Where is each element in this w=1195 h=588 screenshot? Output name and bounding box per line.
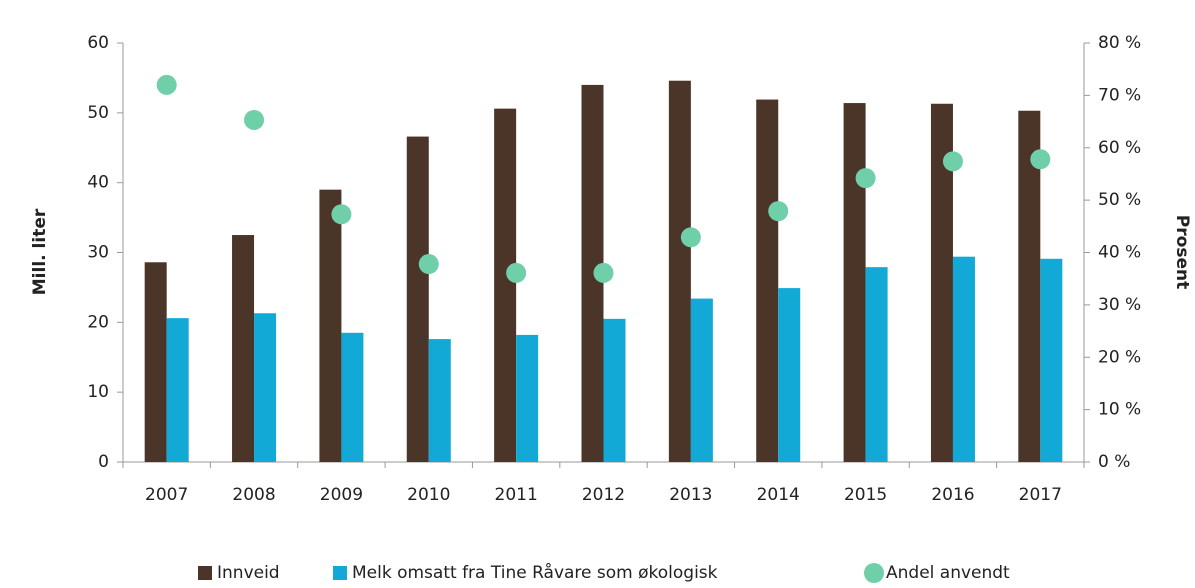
dot bbox=[244, 109, 265, 130]
bar bbox=[1018, 110, 1041, 462]
dot bbox=[1030, 149, 1051, 170]
y-tick-label: 10 bbox=[87, 382, 109, 402]
bar bbox=[406, 136, 429, 462]
y2-tick-label: 80 % bbox=[1098, 33, 1141, 53]
dot bbox=[942, 151, 963, 172]
x-tick-label: 2015 bbox=[844, 485, 887, 505]
legend-label: Andel anvendt bbox=[886, 563, 1010, 583]
x-tick-label: 2014 bbox=[757, 485, 800, 505]
legend-label: Melk omsatt fra Tine Råvare som økologis… bbox=[352, 562, 718, 583]
y2-tick-label: 60 % bbox=[1098, 138, 1141, 158]
bar bbox=[516, 334, 539, 462]
legend-swatch bbox=[333, 566, 347, 580]
dot bbox=[593, 262, 614, 283]
bar bbox=[668, 80, 691, 463]
bar bbox=[144, 262, 167, 462]
y-tick-label: 60 bbox=[87, 33, 109, 53]
y-tick-label: 30 bbox=[87, 243, 109, 263]
x-tick-label: 2010 bbox=[407, 485, 450, 505]
x-tick-label: 2011 bbox=[495, 485, 538, 505]
dot bbox=[680, 227, 701, 248]
x-tick-label: 2016 bbox=[931, 485, 974, 505]
x-tick-label: 2012 bbox=[582, 485, 625, 505]
y2-tick-label: 0 % bbox=[1098, 452, 1130, 472]
bar bbox=[319, 189, 342, 462]
bar bbox=[843, 103, 866, 462]
dot bbox=[768, 201, 789, 222]
y2-tick-label: 30 % bbox=[1098, 295, 1141, 315]
legend-swatch bbox=[864, 563, 884, 583]
y-tick-label: 50 bbox=[87, 103, 109, 123]
bar bbox=[254, 313, 277, 462]
bar bbox=[690, 298, 713, 462]
y-tick-label: 20 bbox=[87, 312, 109, 332]
y-tick-label: 0 bbox=[98, 452, 109, 472]
y2-tick-label: 10 % bbox=[1098, 400, 1141, 420]
x-tick-label: 2008 bbox=[232, 485, 275, 505]
bar bbox=[756, 99, 779, 462]
x-tick-label: 2009 bbox=[320, 485, 363, 505]
bar bbox=[232, 235, 255, 462]
dot bbox=[855, 168, 876, 189]
bar bbox=[494, 108, 517, 462]
bar bbox=[930, 103, 953, 462]
legend-swatch bbox=[198, 566, 212, 580]
dot bbox=[156, 74, 177, 95]
y-tick-label: 40 bbox=[87, 173, 109, 193]
dot bbox=[418, 254, 439, 275]
y2-tick-label: 50 % bbox=[1098, 190, 1141, 210]
bar bbox=[865, 267, 888, 462]
bar bbox=[603, 318, 626, 462]
y2-tick-label: 70 % bbox=[1098, 85, 1141, 105]
y-axis-title: Mill. liter bbox=[30, 208, 50, 295]
bar bbox=[341, 332, 364, 462]
y2-axis-title: Prosent bbox=[1172, 215, 1192, 289]
bar bbox=[1040, 258, 1063, 462]
y2-tick-label: 20 % bbox=[1098, 347, 1141, 367]
y2-tick-label: 40 % bbox=[1098, 243, 1141, 263]
dot bbox=[331, 204, 352, 225]
dot bbox=[506, 262, 527, 283]
bar bbox=[581, 84, 604, 463]
legend-label: Innveid bbox=[217, 563, 280, 583]
x-tick-label: 2017 bbox=[1019, 485, 1062, 505]
bar bbox=[166, 318, 189, 462]
x-tick-label: 2013 bbox=[669, 485, 712, 505]
bar bbox=[778, 288, 801, 462]
x-tick-label: 2007 bbox=[145, 485, 188, 505]
bar bbox=[428, 339, 451, 462]
bar bbox=[952, 256, 975, 462]
